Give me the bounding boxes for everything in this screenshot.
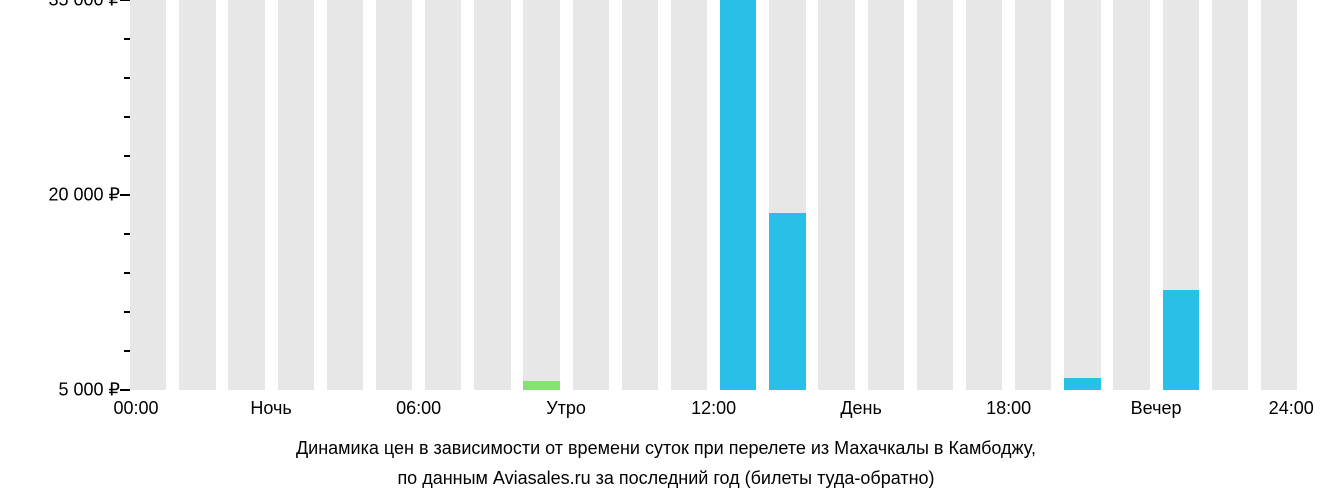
hour-slot-bg <box>868 0 904 390</box>
hour-slot-bg <box>130 0 166 390</box>
x-axis-label: 18:00 <box>986 398 1031 419</box>
hour-slot-bg <box>1064 0 1100 390</box>
chart-caption-line1: Динамика цен в зависимости от времени су… <box>0 438 1332 459</box>
price-bar[interactable] <box>1064 378 1100 390</box>
x-axis-label: 12:00 <box>691 398 736 419</box>
hour-slot-bg <box>327 0 363 390</box>
y-tick-mark <box>120 194 130 196</box>
x-axis-label: Вечер <box>1131 398 1182 419</box>
x-axis-label: Утро <box>546 398 586 419</box>
y-tick-mark <box>120 0 130 1</box>
y-tick-mark <box>120 389 130 391</box>
hour-slot-bg <box>966 0 1002 390</box>
hour-slot-bg <box>1212 0 1248 390</box>
y-axis-label: 20 000 ₽ <box>48 185 120 206</box>
hour-slot-bg <box>523 0 559 390</box>
x-axis-label: 06:00 <box>396 398 441 419</box>
price-bar[interactable] <box>523 381 559 390</box>
price-bar[interactable] <box>720 0 756 390</box>
price-by-hour-chart: 35 000 ₽ 20 000 ₽ 5 000 ₽00:00 Ночь 06:00 Утр… <box>0 0 1332 502</box>
x-axis-label: 00:00 <box>113 398 158 419</box>
x-axis-label: 24:00 <box>1269 398 1314 419</box>
price-bar[interactable] <box>769 213 805 390</box>
hour-slot-bg <box>1113 0 1149 390</box>
plot-area: 35 000 ₽20 000 ₽5 000 ₽00:00Ночь06:00Утр… <box>130 0 1310 390</box>
hour-slot-bg <box>228 0 264 390</box>
hour-slot-bg <box>425 0 461 390</box>
hour-slot-bg <box>573 0 609 390</box>
hour-slot-bg <box>474 0 510 390</box>
hour-slot-bg <box>179 0 215 390</box>
hour-slot-bg <box>376 0 412 390</box>
hour-slot-bg <box>622 0 658 390</box>
hour-slot-bg <box>278 0 314 390</box>
y-axis-label: 35 000 ₽ <box>48 0 120 11</box>
hour-slot-bg <box>1015 0 1051 390</box>
price-bar[interactable] <box>1163 290 1199 390</box>
chart-caption-line2: по данным Aviasales.ru за последний год … <box>0 468 1332 489</box>
hour-slot-bg <box>1261 0 1297 390</box>
y-axis-label: 5 000 ₽ <box>59 380 121 401</box>
hour-slot-bg <box>818 0 854 390</box>
hour-slot-bg <box>917 0 953 390</box>
x-axis-label: День <box>840 398 882 419</box>
x-axis-label: Ночь <box>250 398 291 419</box>
hour-slot-bg <box>671 0 707 390</box>
